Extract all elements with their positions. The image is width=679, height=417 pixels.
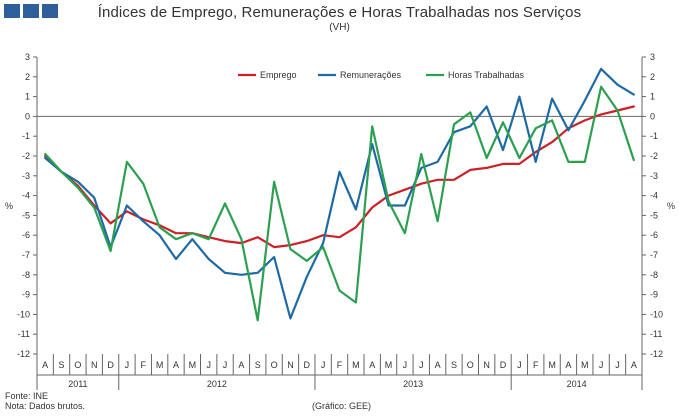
x-tick-label: D (500, 360, 507, 370)
y-tick-label-right: -1 (650, 131, 658, 141)
x-tick-label: A (631, 360, 637, 370)
series-line-horas-trabalhadas (44, 85, 635, 322)
x-tick-label: F (337, 360, 343, 370)
x-tick-label: A (435, 360, 441, 370)
x-tick-label: S (451, 360, 457, 370)
year-label: 2013 (403, 379, 423, 389)
y-tick-label-left: -9 (22, 290, 30, 300)
x-tick-label: J (419, 360, 424, 370)
x-tick-label: O (467, 360, 474, 370)
x-tick-label: A (565, 360, 571, 370)
x-tick-label: N (483, 360, 490, 370)
axes: 3 3 2 2 1 1 0 0 -1 -1 -2 -2 -3 -3 -4 -4 -5 -5 -6 -6 -7 -7 -8 -8… (17, 52, 663, 390)
x-tick-label: J (321, 360, 326, 370)
logo-square (23, 4, 39, 18)
logo-square (4, 4, 20, 18)
year-label: 2014 (567, 379, 587, 389)
y-tick-label-left: 0 (25, 111, 30, 121)
y-tick-label-right: -6 (650, 230, 658, 240)
year-label: 2011 (68, 379, 87, 389)
x-tick-label: J (615, 360, 620, 370)
x-tick-label: N (287, 360, 294, 370)
y-axis-label-right: % (667, 201, 675, 211)
x-tick-label: J (125, 360, 130, 370)
x-tick-label: D (304, 360, 311, 370)
y-tick-label-right: -9 (650, 290, 658, 300)
y-tick-label-right: 2 (650, 72, 655, 82)
y-tick-label-left: -10 (17, 309, 30, 319)
x-tick-label: M (581, 360, 589, 370)
y-tick-label-right: -3 (650, 171, 658, 181)
x-tick-label: S (59, 360, 65, 370)
y-tick-label-left: -3 (22, 171, 30, 181)
year-label: 2012 (207, 379, 227, 389)
y-tick-label-left: -7 (22, 250, 30, 260)
y-tick-label-left: -12 (17, 349, 30, 359)
legend-label-horas-trabalhadas: Horas Trabalhadas (448, 70, 525, 80)
y-tick-label-right: -5 (650, 210, 658, 220)
y-tick-label-left: -4 (22, 191, 30, 201)
x-tick-label: J (403, 360, 408, 370)
x-tick-label: S (255, 360, 261, 370)
data-note: Nota: Dados brutos. (5, 401, 86, 411)
y-tick-label-right: 1 (650, 92, 655, 102)
gee-logo (4, 4, 58, 18)
x-tick-label: J (206, 360, 211, 370)
chart-subtitle: (VH) (329, 22, 350, 33)
x-tick-label: M (156, 360, 164, 370)
x-tick-label: J (599, 360, 604, 370)
x-tick-label: A (369, 360, 375, 370)
x-tick-label: J (517, 360, 522, 370)
y-tick-label-right: -12 (650, 349, 663, 359)
chart-credit: (Gráfico: GEE) (312, 401, 372, 411)
legend-label-remuneracoes: Remunerações (340, 70, 402, 80)
y-tick-label-right: -10 (650, 309, 663, 319)
chart-title: Índices de Emprego, Remunerações e Horas… (97, 4, 582, 21)
series-line-remuneracoes (44, 67, 635, 320)
x-tick-label: J (223, 360, 228, 370)
y-tick-label-left: -8 (22, 270, 30, 280)
series-line-emprego (44, 105, 635, 249)
y-tick-label-left: 3 (25, 52, 30, 62)
x-tick-label: M (189, 360, 197, 370)
legend: Emprego Remunerações Horas Trabalhadas (238, 70, 525, 80)
y-tick-label-right: 0 (650, 111, 655, 121)
y-tick-label-left: 2 (25, 72, 30, 82)
y-tick-label-left: -11 (18, 329, 30, 339)
line-chart: 3 3 2 2 1 1 0 0 -1 -1 -2 -2 -3 -3 -4 -4 -5 -5 -6 -6 -7 -7 -8 -8… (5, 52, 675, 390)
y-tick-label-right: -4 (650, 191, 658, 201)
y-tick-label-left: -5 (22, 210, 30, 220)
x-tick-label: N (91, 360, 98, 370)
y-tick-label-right: -2 (650, 151, 658, 161)
x-tick-label: F (533, 360, 539, 370)
y-tick-label-right: -8 (650, 270, 658, 280)
x-tick-label: O (74, 360, 81, 370)
x-tick-label: F (141, 360, 147, 370)
y-tick-label-left: -1 (22, 131, 30, 141)
y-tick-label-right: -11 (650, 329, 662, 339)
x-tick-label: O (271, 360, 278, 370)
y-tick-label-left: -6 (22, 230, 30, 240)
x-tick-label: A (238, 360, 244, 370)
y-tick-label-left: -2 (22, 151, 30, 161)
y-tick-label-right: 3 (650, 52, 655, 62)
x-tick-label: A (42, 360, 48, 370)
y-tick-label-left: 1 (25, 92, 30, 102)
source-note: Fonte: INE (5, 391, 49, 401)
x-tick-label: A (173, 360, 179, 370)
y-axis-label-left: % (5, 201, 13, 211)
x-tick-label: D (107, 360, 114, 370)
series-lines (44, 67, 635, 322)
y-tick-label-right: -7 (650, 250, 658, 260)
x-tick-label: M (548, 360, 556, 370)
x-tick-label: M (352, 360, 360, 370)
logo-square (42, 4, 58, 18)
x-tick-label: M (385, 360, 393, 370)
legend-label-emprego: Emprego (260, 70, 297, 80)
